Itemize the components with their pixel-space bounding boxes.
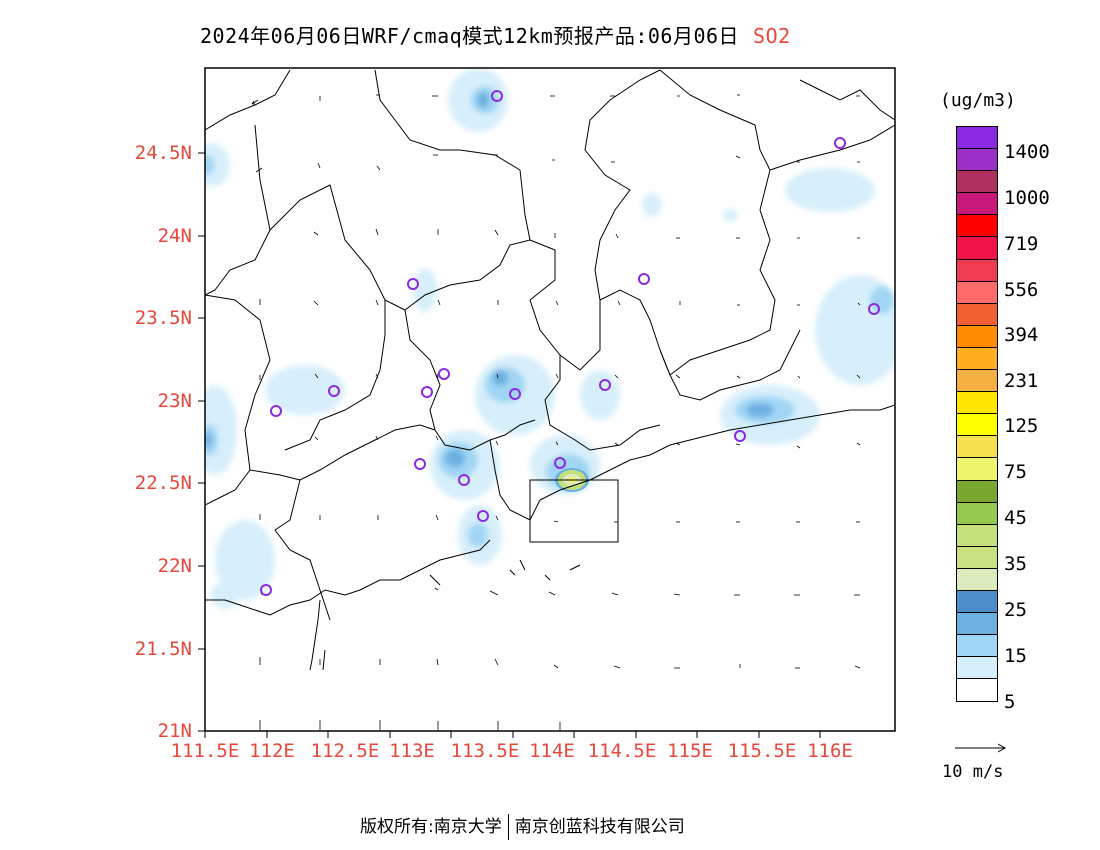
map-frame [204,67,896,732]
colorbar-swatch [957,127,997,150]
colorbar-swatch [957,171,997,194]
colorbar-swatch [957,502,997,525]
colorbar-swatch [957,325,997,348]
copyright-left: 版权所有:南京大学 [360,817,502,837]
lon-label: 113.5E [450,740,520,762]
colorbar-label: 719 [1004,233,1039,255]
colorbar-swatch [957,414,997,437]
colorbar [956,126,998,703]
colorbar-swatch [957,193,997,216]
lon-label: 116E [807,740,853,762]
colorbar-label: 25 [1004,599,1027,621]
copyright-separator [507,814,509,840]
colorbar-swatch [957,613,997,636]
lon-label: 115.5E [727,740,797,762]
colorbar-label: 125 [1004,415,1039,437]
colorbar-swatch [957,458,997,481]
colorbar-label: 231 [1004,370,1039,392]
colorbar-swatch [957,392,997,415]
colorbar-label: 75 [1004,461,1027,483]
colorbar-swatch [957,259,997,282]
lon-label: 114.5E [587,740,657,762]
lat-label: 23N [157,390,192,412]
lon-label: 111.5E [170,740,240,762]
colorbar-swatch [957,436,997,459]
colorbar-unit: (ug/m3) [940,90,1016,111]
lat-label: 22.5N [134,472,192,494]
colorbar-swatch [957,635,997,658]
colorbar-swatch [957,237,997,260]
colorbar-swatch [957,149,997,172]
colorbar-label: 556 [1004,279,1039,301]
axis-ticks [198,152,821,738]
chart-title: 2024年06月06日WRF/cmaq模式12km预报产品:06月06日 SO2 [200,20,791,49]
monitoring-sites [260,90,880,596]
lon-label: 114E [529,740,575,762]
lon-label: 112.5E [310,740,380,762]
colorbar-label: 5 [1004,691,1016,713]
colorbar-swatch [957,657,997,680]
colorbar-swatch [957,347,997,371]
lat-label: 22N [157,555,192,577]
colorbar-label: 394 [1004,324,1039,346]
colorbar-swatch [957,524,997,547]
concentration-field [205,68,895,730]
colorbar-swatch [957,480,997,503]
wind-scale-arrow [955,743,1007,753]
colorbar-label: 35 [1004,553,1027,575]
copyright-right: 南京创蓝科技有限公司 [514,817,685,837]
lat-label: 24N [157,225,192,247]
colorbar-swatch [957,546,997,569]
title-main: 2024年06月06日WRF/cmaq模式12km预报产品:06月06日 [200,24,740,48]
colorbar-label: 45 [1004,507,1027,529]
colorbar-swatch [957,370,997,393]
colorbar-swatch [957,303,997,326]
colorbar-swatch [957,568,997,591]
lon-label: 112E [249,740,295,762]
lat-label: 24.5N [134,142,192,164]
copyright: 版权所有:南京大学 南京创蓝科技有限公司 [360,812,685,840]
colorbar-swatch [957,590,997,614]
wind-vectors [251,94,861,730]
lat-label: 21.5N [134,638,192,660]
title-pollutant: SO2 [753,24,791,48]
lon-label: 115E [667,740,713,762]
lat-label: 21N [157,720,192,742]
colorbar-swatch [957,281,997,304]
colorbar-label: 15 [1004,645,1027,667]
colorbar-swatch [957,215,997,238]
lon-label: 113E [389,740,435,762]
colorbar-swatch [957,679,997,702]
colorbar-label: 1000 [1004,187,1050,209]
wind-scale-label: 10 m/s [942,762,1004,782]
lat-label: 23.5N [134,307,192,329]
colorbar-label: 1400 [1004,141,1050,163]
